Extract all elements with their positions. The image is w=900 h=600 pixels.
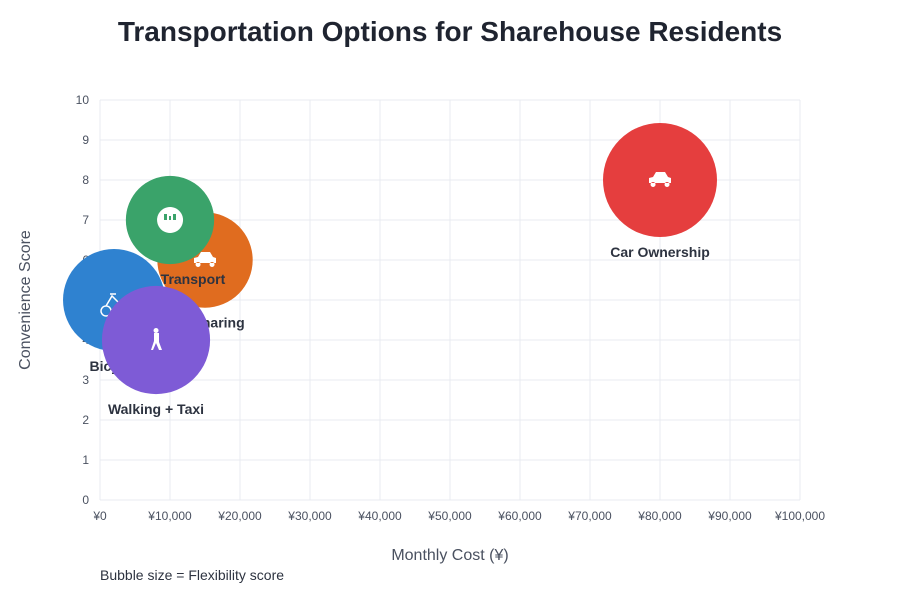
y-tick-label: 9: [82, 133, 89, 147]
bubble-car-ownership[interactable]: Car Ownership: [603, 123, 717, 260]
bubble-walking-taxi[interactable]: Walking + Taxi: [101, 285, 211, 417]
y-tick-label: 0: [82, 493, 89, 507]
walking-icon: [151, 328, 162, 350]
y-tick-label: 10: [76, 93, 90, 107]
car-icon: [649, 172, 671, 187]
y-tick-label: 2: [82, 413, 89, 427]
car-icon: [194, 252, 216, 267]
y-tick-label: 3: [82, 373, 89, 387]
x-tick-label: ¥90,000: [707, 509, 752, 523]
y-tick-label: 7: [82, 213, 89, 227]
x-tick-label: ¥60,000: [497, 509, 542, 523]
bubble-size-note: Bubble size = Flexibility score: [100, 567, 284, 583]
x-tick-label: ¥0: [92, 509, 107, 523]
x-tick-label: ¥100,000: [774, 509, 825, 523]
bubble-label: Car Ownership: [610, 244, 710, 260]
x-tick-label: ¥30,000: [287, 509, 332, 523]
x-tick-label: ¥20,000: [217, 509, 262, 523]
y-axis-label: Convenience Score: [17, 230, 34, 370]
x-tick-label: ¥50,000: [427, 509, 472, 523]
x-tick-label: ¥70,000: [567, 509, 612, 523]
x-tick-label: ¥80,000: [637, 509, 682, 523]
x-axis-label: Monthly Cost (¥): [391, 547, 508, 564]
x-tick-label: ¥10,000: [147, 509, 192, 523]
bus-icon: [157, 207, 184, 233]
x-tick-label: ¥40,000: [357, 509, 402, 523]
bubble-label: Walking + Taxi: [108, 401, 204, 417]
y-tick-label: 8: [82, 173, 89, 187]
y-tick-label: 1: [82, 453, 89, 467]
chart-title: Transportation Options for Sharehouse Re…: [118, 16, 782, 47]
